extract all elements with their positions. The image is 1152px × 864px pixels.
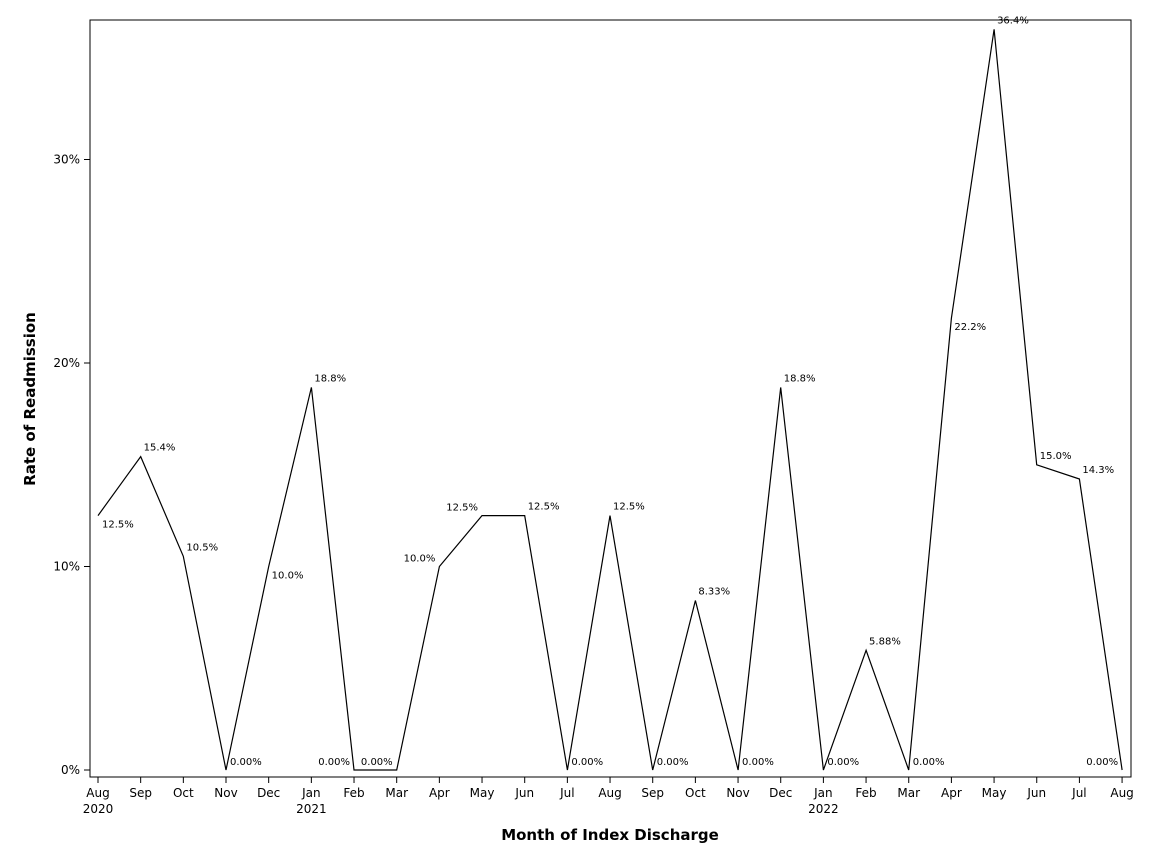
x-tick-label: Oct [685,786,706,800]
y-tick-label: 0% [61,763,80,777]
data-label: 0.00% [827,757,859,768]
x-tick-label: Jun [1026,786,1046,800]
series-line [97,29,1123,771]
x-year-label: 2020 [83,802,114,816]
data-label: 0.00% [318,757,350,768]
x-tick-label: Oct [173,786,194,800]
plot-frame [89,19,1132,778]
x-tick-label: Jul [559,786,574,800]
x-tick-label: Nov [214,786,237,800]
data-label: 12.5% [102,520,134,531]
x-tick-label: Jul [1071,786,1086,800]
x-tick-label: Feb [343,786,364,800]
data-label: 5.88% [869,636,901,647]
data-label: 0.00% [230,757,262,768]
x-tick-label: Dec [257,786,280,800]
y-tick-label: 20% [53,356,80,370]
x-tick-label: Jun [514,786,534,800]
data-label: 0.00% [361,757,393,768]
x-tick-label: May [470,786,495,800]
data-label: 0.00% [657,757,689,768]
data-labels: 12.5% 15.4% 10.5% 0.00% 10.0% 18.8% 0.00% 0.00%… [102,15,1118,768]
x-tick-label: Jan [301,786,321,800]
data-label: 10.0% [272,571,304,582]
data-label: 15.0% [1040,451,1072,462]
x-axis: Aug 2020 Sep Oct Nov Dec Jan 2021 Feb Mar Apr May Ju… [83,777,1134,816]
data-label: 12.5% [613,502,645,513]
data-label: 18.8% [784,373,816,384]
x-axis-title: Month of Index Discharge [501,826,719,844]
x-tick-label: Apr [941,786,962,800]
x-tick-label: Sep [641,786,664,800]
data-label: 36.4% [997,15,1029,26]
data-label: 10.0% [404,554,436,565]
x-tick-label: Dec [769,786,792,800]
x-tick-label: Jan [813,786,833,800]
x-year-label: 2022 [808,802,839,816]
x-tick-label: Aug [598,786,621,800]
x-tick-label: May [982,786,1007,800]
data-label: 8.33% [698,586,730,597]
y-tick-label: 30% [53,153,80,167]
y-tick-label: 10% [53,560,80,574]
x-tick-label: Nov [726,786,749,800]
data-label: 22.2% [954,322,986,333]
y-axis: 0% 10% 20% 30% [53,153,90,777]
data-label: 12.5% [446,503,478,514]
data-label: 0.00% [742,757,774,768]
x-year-label: 2021 [296,802,327,816]
data-label: 0.00% [913,757,945,768]
x-tick-label: Mar [897,786,920,800]
x-tick-label: Aug [1110,786,1133,800]
data-label: 18.8% [314,373,346,384]
data-label: 14.3% [1082,465,1114,476]
x-tick-label: Aug [86,786,109,800]
data-label: 0.00% [571,757,603,768]
data-label: 10.5% [186,542,218,553]
y-axis-title: Rate of Readmission [21,312,39,486]
data-label: 12.5% [528,502,560,513]
x-tick-label: Apr [429,786,450,800]
x-tick-label: Mar [385,786,408,800]
x-tick-label: Feb [855,786,876,800]
data-label: 0.00% [1086,757,1118,768]
data-label: 15.4% [144,443,176,454]
x-tick-label: Sep [129,786,152,800]
